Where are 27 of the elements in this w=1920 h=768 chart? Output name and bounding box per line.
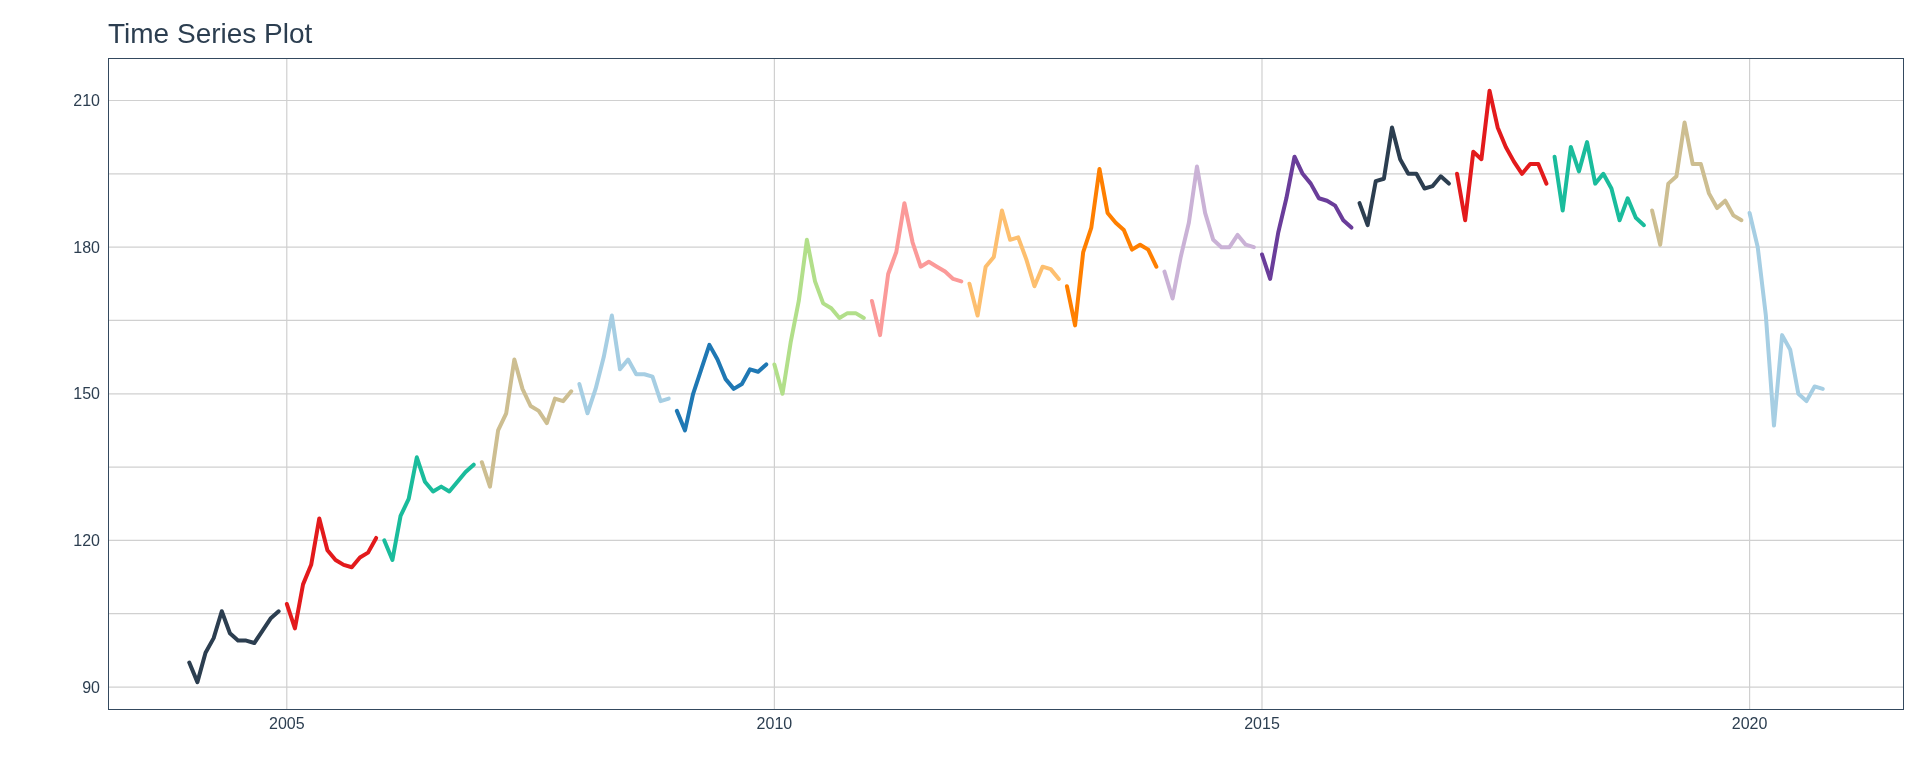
line-series <box>1064 166 1159 328</box>
line-series <box>284 516 379 631</box>
chart-title: Time Series Plot <box>108 18 313 50</box>
line-series <box>479 357 574 489</box>
line-series <box>1650 120 1744 247</box>
x-tick-label: 2005 <box>268 715 305 733</box>
line-series <box>382 455 476 562</box>
y-tick-label: 180 <box>73 238 101 256</box>
line-series <box>967 208 1061 318</box>
line-series <box>1455 88 1549 223</box>
line-series <box>1747 210 1825 428</box>
line-series <box>1162 164 1256 301</box>
line-series <box>674 342 769 433</box>
y-tick-label: 120 <box>73 532 101 550</box>
x-tick-label: 2020 <box>1731 715 1768 733</box>
y-tick-label: 210 <box>73 92 101 110</box>
line-series <box>772 237 866 396</box>
line-series <box>869 201 964 338</box>
y-tick-label: 150 <box>73 385 101 403</box>
line-series <box>187 609 281 685</box>
line-series <box>577 313 671 416</box>
line-series <box>1552 140 1646 228</box>
y-tick-label: 90 <box>82 678 101 696</box>
line-series <box>1357 125 1451 228</box>
line-series <box>1259 154 1354 281</box>
x-tick-label: 2015 <box>1244 715 1280 733</box>
x-tick-label: 2010 <box>756 715 793 733</box>
